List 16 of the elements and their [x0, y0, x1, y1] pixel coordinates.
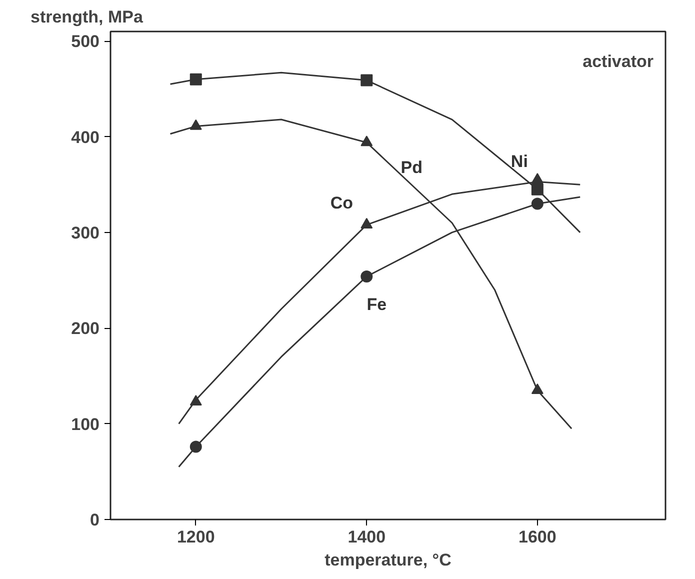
series-label: Fe	[366, 294, 387, 314]
y-tick-label: 0	[90, 510, 100, 530]
x-tick-label: 1400	[348, 528, 386, 546]
x-tick-label: 1200	[176, 528, 215, 546]
series-label: Ni	[510, 152, 528, 171]
y-axis-title: strength, MPa	[30, 8, 144, 26]
x-axis-title: temperature, °C	[324, 550, 452, 570]
y-tick-label: 200	[71, 319, 100, 338]
y-tick-label: 100	[71, 414, 100, 434]
series-label: Co	[330, 193, 353, 212]
y-tick-label: 500	[71, 32, 100, 52]
x-tick-label: 1600	[518, 528, 556, 546]
y-tick-label: 400	[71, 128, 100, 147]
series-label: Pd	[400, 158, 423, 177]
annotation: activator	[582, 52, 654, 71]
y-tick-label: 300	[71, 223, 100, 242]
